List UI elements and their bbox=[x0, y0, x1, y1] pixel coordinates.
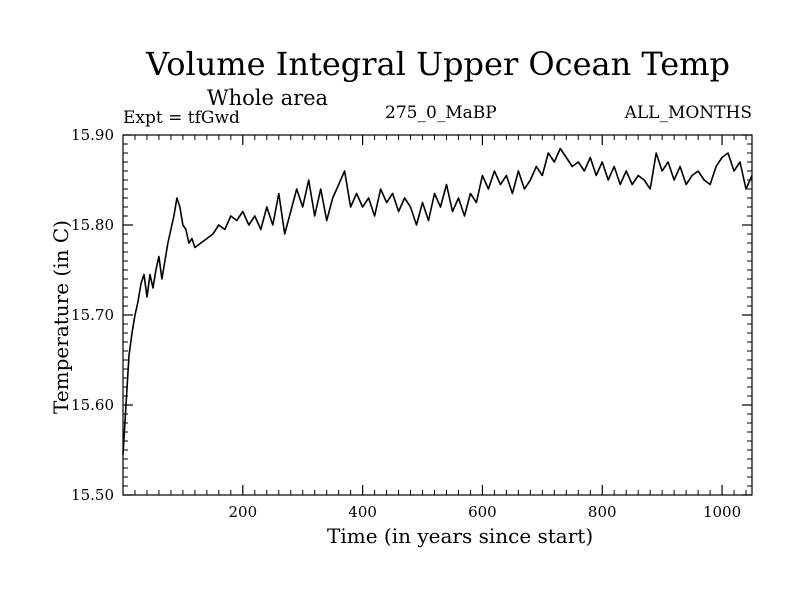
y-tick-label: 15.70 bbox=[71, 306, 114, 324]
y-tick-label: 15.50 bbox=[71, 486, 114, 504]
y-tick-label: 15.80 bbox=[71, 216, 114, 234]
y-tick-label: 15.90 bbox=[71, 126, 114, 144]
x-tick-label: 1000 bbox=[703, 503, 741, 521]
x-axis-label: Time (in years since start) bbox=[327, 524, 594, 548]
plot-frame bbox=[122, 134, 753, 496]
x-major-ticks bbox=[242, 135, 723, 495]
y-major-ticks bbox=[123, 134, 752, 496]
months-label: ALL_MONTHS bbox=[624, 103, 752, 123]
x-tick-label: 400 bbox=[348, 503, 377, 521]
y-tick-label: 15.60 bbox=[71, 396, 114, 414]
temperature-series-line bbox=[122, 147, 753, 455]
x-tick-label: 800 bbox=[588, 503, 617, 521]
chart-subtitle: Whole area bbox=[207, 86, 329, 110]
y-tick-labels: 15.50 15.60 15.70 15.80 15.90 bbox=[71, 126, 114, 504]
x-tick-labels: 200 400 600 800 1000 bbox=[228, 503, 741, 521]
x-tick-label: 600 bbox=[468, 503, 497, 521]
x-minor-ticks bbox=[134, 135, 747, 495]
x-tick-label: 200 bbox=[228, 503, 257, 521]
run-label: 275_0_MaBP bbox=[385, 103, 497, 123]
chart-title: Volume Integral Upper Ocean Temp bbox=[146, 45, 730, 83]
y-minor-ticks bbox=[123, 143, 752, 487]
experiment-label: Expt = tfGwd bbox=[123, 108, 240, 128]
